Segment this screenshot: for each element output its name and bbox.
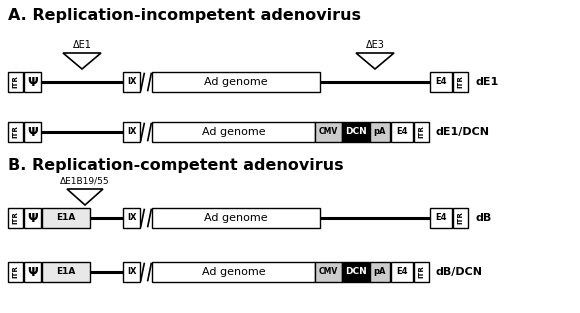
Text: Ad genome: Ad genome [204,213,268,223]
Bar [24,262,41,282]
Bar [24,122,41,142]
Bar [315,122,342,142]
Text: B. Replication-competent adenovirus: B. Replication-competent adenovirus [8,158,343,173]
Text: ITR: ITR [458,75,463,89]
Bar [430,208,452,228]
Bar [152,262,315,282]
Text: Ψ: Ψ [27,126,38,138]
Text: ΔE1B19/55: ΔE1B19/55 [60,177,110,186]
Text: E1A: E1A [56,213,75,223]
Text: ITR: ITR [13,265,19,279]
Bar [370,262,390,282]
Bar [123,72,140,92]
Text: E1A: E1A [56,268,75,276]
Text: A. Replication-incompetent adenovirus: A. Replication-incompetent adenovirus [8,8,361,23]
Text: ΔE1: ΔE1 [72,40,92,50]
Text: DCN: DCN [345,127,367,136]
Text: E4: E4 [435,78,447,86]
Bar [152,72,320,92]
Text: dB: dB [475,213,491,223]
Bar [8,262,23,282]
Text: E4: E4 [435,213,447,223]
Bar [430,72,452,92]
Text: IX: IX [127,127,136,136]
Bar [24,208,41,228]
Text: pA: pA [374,127,386,136]
Bar [42,262,90,282]
Text: Ad genome: Ad genome [202,127,265,137]
Bar [123,122,140,142]
Text: ΔE3: ΔE3 [365,40,385,50]
Bar [414,262,429,282]
Text: dE1: dE1 [475,77,498,87]
Text: Ψ: Ψ [27,265,38,279]
Bar [391,262,413,282]
Text: ITR: ITR [13,126,19,138]
Text: IX: IX [127,213,136,223]
Bar [152,122,315,142]
Bar [342,262,370,282]
Bar [123,208,140,228]
Bar [391,122,413,142]
Text: dB/DCN: dB/DCN [436,267,483,277]
Bar [8,208,23,228]
Bar [453,208,468,228]
Text: ITR: ITR [13,75,19,89]
Text: E4: E4 [396,268,408,276]
Text: CMV: CMV [319,127,338,136]
Bar [8,122,23,142]
Text: pA: pA [374,268,386,276]
Text: IX: IX [127,78,136,86]
Bar [453,72,468,92]
Text: Ad genome: Ad genome [202,267,265,277]
Bar [370,122,390,142]
Text: Ψ: Ψ [27,75,38,89]
Bar [8,72,23,92]
Text: ITR: ITR [419,265,425,279]
Text: ITR: ITR [419,126,425,138]
Text: Ad genome: Ad genome [204,77,268,87]
Text: IX: IX [127,268,136,276]
Text: ITR: ITR [13,212,19,224]
Text: CMV: CMV [319,268,338,276]
Text: dE1/DCN: dE1/DCN [436,127,490,137]
Text: DCN: DCN [345,268,367,276]
Bar [152,208,320,228]
Text: Ψ: Ψ [27,212,38,224]
Bar [24,72,41,92]
Text: E4: E4 [396,127,408,136]
Text: ITR: ITR [458,212,463,224]
Bar [42,208,90,228]
Bar [315,262,342,282]
Bar [342,122,370,142]
Bar [414,122,429,142]
Bar [123,262,140,282]
